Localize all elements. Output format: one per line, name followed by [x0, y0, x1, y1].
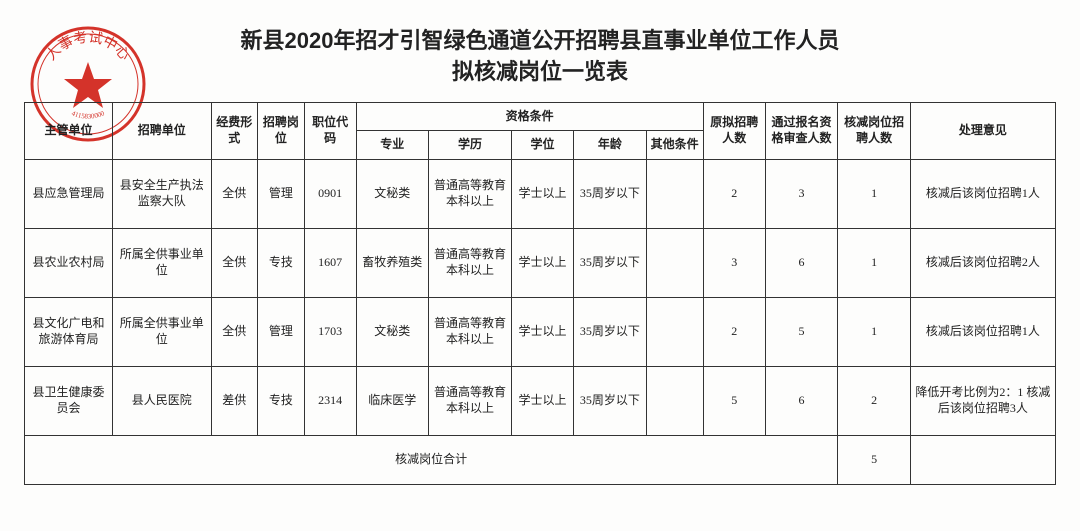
cell-orig: 5	[703, 366, 765, 435]
table-row: 县应急管理局县安全生产执法监察大队全供管理0901文秘类普通高等教育本科以上学士…	[25, 159, 1056, 228]
th-edu: 学历	[429, 131, 512, 160]
cell-age: 35周岁以下	[574, 228, 647, 297]
cell-post: 专技	[258, 228, 305, 297]
cell-post: 专技	[258, 366, 305, 435]
footer-label: 核减岗位合计	[25, 435, 838, 484]
cell-other	[646, 297, 703, 366]
cell-major: 文秘类	[356, 297, 429, 366]
cell-degree: 学士以上	[511, 366, 573, 435]
table-row: 县文化广电和旅游体育局所属全供事业单位全供管理1703文秘类普通高等教育本科以上…	[25, 297, 1056, 366]
cell-code: 2314	[304, 366, 356, 435]
cell-pass: 6	[765, 228, 838, 297]
cell-age: 35周岁以下	[574, 297, 647, 366]
cell-age: 35周岁以下	[574, 366, 647, 435]
cell-fund: 全供	[211, 228, 258, 297]
cell-other	[646, 159, 703, 228]
cell-major: 畜牧养殖类	[356, 228, 429, 297]
th-age: 年龄	[574, 131, 647, 160]
title-line2: 拟核减岗位一览表	[452, 59, 628, 84]
cell-code: 0901	[304, 159, 356, 228]
cell-cut: 1	[838, 297, 911, 366]
cell-age: 35周岁以下	[574, 159, 647, 228]
cell-post: 管理	[258, 297, 305, 366]
cell-note: 核减后该岗位招聘1人	[910, 297, 1055, 366]
th-other: 其他条件	[646, 131, 703, 160]
th-note: 处理意见	[910, 102, 1055, 159]
cell-edu: 普通高等教育本科以上	[429, 366, 512, 435]
th-code: 职位代码	[304, 102, 356, 159]
cell-unit: 所属全供事业单位	[113, 228, 211, 297]
cell-code: 1607	[304, 228, 356, 297]
th-qual-group: 资格条件	[356, 102, 703, 131]
th-major: 专业	[356, 131, 429, 160]
cell-unit: 县人民医院	[113, 366, 211, 435]
cell-code: 1703	[304, 297, 356, 366]
table-footer: 核减岗位合计5	[25, 435, 1056, 484]
cell-fund: 全供	[211, 159, 258, 228]
footer-blank	[910, 435, 1055, 484]
th-pass: 通过报名资格审查人数	[765, 102, 838, 159]
th-cut: 核减岗位招聘人数	[838, 102, 911, 159]
cell-note: 核减后该岗位招聘2人	[910, 228, 1055, 297]
cell-other	[646, 228, 703, 297]
page-title: 新县2020年招才引智绿色通道公开招聘县直事业单位工作人员 拟核减岗位一览表	[24, 26, 1056, 88]
cell-pass: 3	[765, 159, 838, 228]
cell-degree: 学士以上	[511, 159, 573, 228]
cell-dept: 县应急管理局	[25, 159, 113, 228]
reduction-table: 主管单位 招聘单位 经费形式 招聘岗位 职位代码 资格条件 原拟招聘人数 通过报…	[24, 102, 1056, 485]
table-row: 县卫生健康委员会县人民医院差供专技2314临床医学普通高等教育本科以上学士以上3…	[25, 366, 1056, 435]
cell-unit: 所属全供事业单位	[113, 297, 211, 366]
cell-edu: 普通高等教育本科以上	[429, 228, 512, 297]
table-row: 县农业农村局所属全供事业单位全供专技1607畜牧养殖类普通高等教育本科以上学士以…	[25, 228, 1056, 297]
cell-note: 核减后该岗位招聘1人	[910, 159, 1055, 228]
th-orig: 原拟招聘人数	[703, 102, 765, 159]
cell-note: 降低开考比例为2：1 核减后该岗位招聘3人	[910, 366, 1055, 435]
cell-cut: 1	[838, 159, 911, 228]
cell-major: 临床医学	[356, 366, 429, 435]
cell-other	[646, 366, 703, 435]
cell-degree: 学士以上	[511, 297, 573, 366]
cell-fund: 差供	[211, 366, 258, 435]
cell-dept: 县卫生健康委员会	[25, 366, 113, 435]
th-post: 招聘岗位	[258, 102, 305, 159]
th-degree: 学位	[511, 131, 573, 160]
th-dept: 主管单位	[25, 102, 113, 159]
cell-dept: 县农业农村局	[25, 228, 113, 297]
cell-cut: 1	[838, 228, 911, 297]
cell-pass: 5	[765, 297, 838, 366]
cell-pass: 6	[765, 366, 838, 435]
cell-fund: 全供	[211, 297, 258, 366]
cell-edu: 普通高等教育本科以上	[429, 159, 512, 228]
footer-total: 5	[838, 435, 911, 484]
cell-cut: 2	[838, 366, 911, 435]
cell-orig: 2	[703, 297, 765, 366]
cell-major: 文秘类	[356, 159, 429, 228]
cell-orig: 3	[703, 228, 765, 297]
cell-dept: 县文化广电和旅游体育局	[25, 297, 113, 366]
title-line1: 新县2020年招才引智绿色通道公开招聘县直事业单位工作人员	[241, 28, 840, 53]
cell-unit: 县安全生产执法监察大队	[113, 159, 211, 228]
th-unit: 招聘单位	[113, 102, 211, 159]
cell-post: 管理	[258, 159, 305, 228]
cell-degree: 学士以上	[511, 228, 573, 297]
th-fund: 经费形式	[211, 102, 258, 159]
cell-edu: 普通高等教育本科以上	[429, 297, 512, 366]
cell-orig: 2	[703, 159, 765, 228]
